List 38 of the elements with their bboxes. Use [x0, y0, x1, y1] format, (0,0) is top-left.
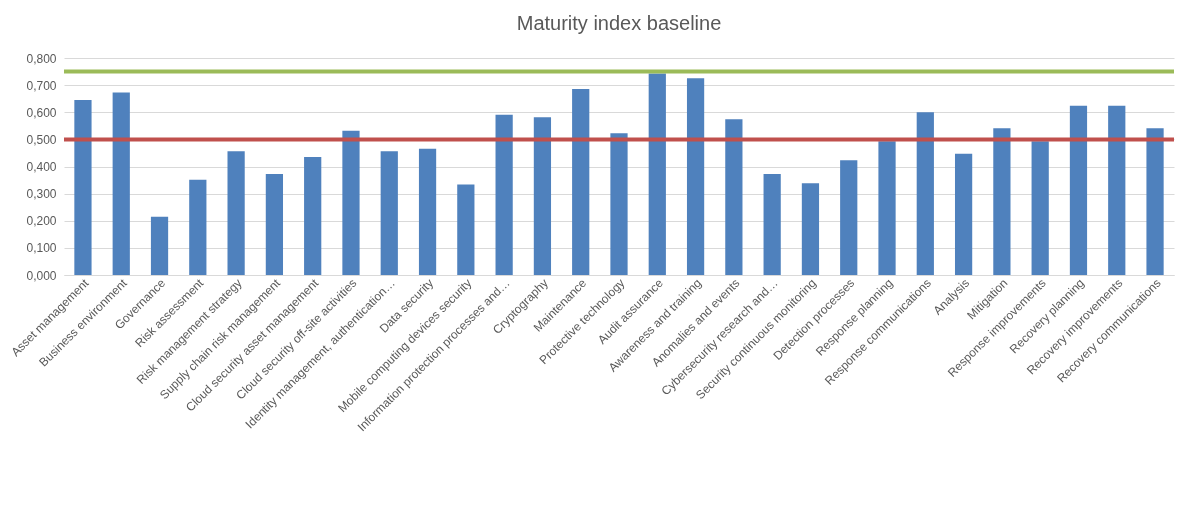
bar: [993, 128, 1011, 275]
bar: [189, 179, 207, 275]
bar: [954, 153, 973, 275]
y-tick-label: 0,100: [26, 241, 57, 256]
bar: [610, 133, 628, 275]
bar: [840, 160, 858, 275]
bar: [801, 183, 820, 275]
bar: [878, 141, 896, 275]
bar: [648, 73, 666, 275]
bar: [1108, 105, 1126, 275]
bar: [725, 119, 743, 275]
bar: [380, 151, 398, 275]
bar: [1069, 105, 1088, 275]
bar: [457, 184, 475, 275]
bar: [304, 157, 322, 275]
bar: [112, 92, 130, 275]
bar: [686, 78, 705, 275]
chart-title: Maturity index baseline: [516, 12, 722, 34]
y-tick-label: 0,400: [26, 160, 57, 174]
y-tick-label: 0,300: [26, 187, 57, 202]
y-tick-label: 0,800: [26, 51, 57, 66]
bar: [1031, 141, 1049, 275]
bar: [265, 174, 284, 275]
y-tick-label: 0,600: [26, 105, 57, 120]
bar: [495, 114, 513, 275]
bar: [418, 148, 437, 275]
bar: [1146, 128, 1164, 275]
bar: [916, 112, 934, 275]
bar: [572, 88, 590, 275]
bar: [533, 117, 552, 275]
y-tick-label: 0,700: [26, 78, 57, 93]
bar: [342, 130, 360, 275]
y-tick-label: 0,200: [26, 214, 57, 229]
bar: [74, 100, 92, 275]
bar: [763, 174, 781, 275]
y-tick-label: 0,500: [26, 132, 57, 147]
bar: [227, 151, 245, 275]
bar: [150, 216, 169, 275]
